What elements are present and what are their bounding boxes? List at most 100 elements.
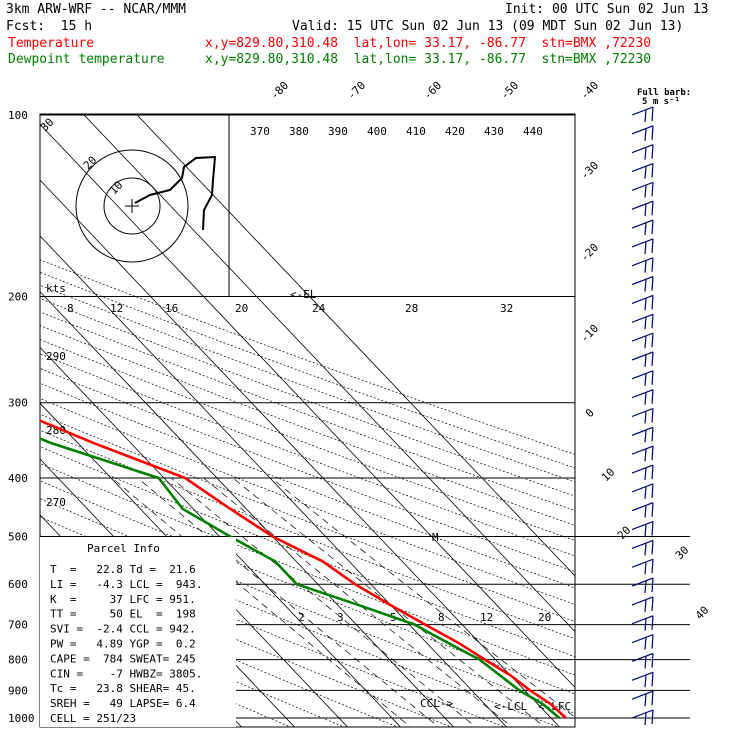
lcl-marker: <-LCL [494, 700, 527, 713]
isotherm-label: -20 [578, 241, 601, 264]
isotherm-label: -40 [578, 79, 601, 102]
parcel-row: CAPE = 784 SWEAT= 245 [50, 652, 196, 665]
pressure-label-200: 200 [8, 291, 28, 304]
mixing-ratio-line [232, 477, 546, 727]
pressure-label-700: 700 [8, 619, 28, 632]
wind-barb [631, 294, 654, 311]
wind-barb [631, 690, 654, 707]
barb-legend-line1: Full barb: [637, 88, 691, 98]
theta-label: 440 [523, 125, 543, 138]
mixing-ratio-label: 12 [480, 611, 493, 624]
wind-barb [631, 634, 654, 650]
isotherm-label: -80 [268, 79, 291, 102]
wind-barb [631, 671, 654, 688]
wind-barb [631, 144, 654, 160]
wind-barb [631, 332, 654, 349]
wind-barb [631, 200, 654, 217]
pressure-label-1000: 1000 [8, 712, 35, 725]
dry-adiabat [40, 353, 575, 557]
isotherm-label: -50 [498, 79, 521, 102]
theta-label: 410 [406, 125, 426, 138]
isotherm-line [82, 114, 575, 633]
wind-barb [631, 709, 654, 726]
wind-barb [631, 539, 654, 556]
forecast-hour: Fcst: 15 h [6, 19, 93, 34]
wind-barb [631, 577, 654, 594]
wind-barb [631, 615, 654, 631]
wind-barb [631, 162, 654, 179]
isotherm-label: 20 [615, 524, 634, 543]
mixing-ratio-line [170, 477, 477, 727]
mixing-ratio-upper-label: 16 [165, 302, 178, 315]
isotherm-label: -60 [421, 79, 444, 102]
wind-barb [631, 219, 654, 236]
temperature-legend: Temperature [8, 36, 95, 51]
isotherm-line [40, 291, 455, 727]
el-marker: <-EL [290, 288, 317, 301]
pressure-label-900: 900 [8, 684, 28, 697]
model-title: 3km ARW-WRF -- NCAR/MMM [6, 2, 187, 17]
mixing-ratio-label: 3 [337, 611, 344, 624]
dry-adiabat [40, 284, 575, 483]
theta-label: 420 [445, 125, 465, 138]
parcel-title: Parcel Info [87, 542, 160, 555]
isotherm-label: -10 [578, 322, 601, 345]
barb-legend-line2: 5 m s⁻¹ [642, 97, 680, 107]
wind-barb [631, 445, 654, 462]
isotherm-line [40, 235, 508, 727]
m-marker: M [432, 531, 439, 544]
dewpoint-info: x,y=829.80,310.48 lat,lon= 33.17, -86.77… [205, 52, 652, 67]
isotherm-line [135, 114, 575, 577]
isotherm-label: 30 [673, 544, 692, 563]
theta-label: 400 [367, 125, 387, 138]
isotherm-line [40, 179, 561, 727]
pressure-label-400: 400 [8, 472, 28, 485]
wind-barb [631, 652, 654, 669]
kts-label: kts [46, 282, 66, 295]
wind-barb [631, 596, 654, 612]
wind-barb [631, 257, 654, 273]
theta-label: 370 [250, 125, 270, 138]
parcel-row: SREH = 49 LAPSE= 6.4 [50, 697, 196, 710]
dry-adiabat [40, 339, 575, 541]
mixing-ratio-upper-label: 24 [312, 302, 326, 315]
hodograph-ring-label: 30 [38, 116, 57, 135]
mixing-ratio-label: 2 [298, 611, 305, 624]
mixing-ratio-upper-label: 32 [500, 302, 513, 315]
wind-barb [631, 558, 654, 575]
isotherm-label: 10 [599, 466, 618, 485]
mixing-ratio-upper-label: 20 [235, 302, 248, 315]
parcel-row: Tc = 23.8 SHEAR= 45. [50, 682, 196, 695]
parcel-row: CELL = 251/23 [50, 712, 136, 725]
valid-time: Valid: 15 UTC Sun 02 Jun 13 (09 MDT Sun … [292, 19, 684, 34]
wind-barb [631, 313, 654, 330]
left-scale-label: 270 [46, 496, 66, 509]
isotherm-line [40, 123, 575, 689]
isotherm-label: -70 [345, 79, 368, 102]
parcel-box-bg [40, 537, 236, 727]
init-time: Init: 00 UTC Sun 02 Jun 13 [505, 2, 709, 17]
parcel-row: SVI = -2.4 CCL = 942. [50, 623, 196, 636]
parcel-row: K = 37 LFC = 951. [50, 593, 196, 606]
parcel-row: CIN = -7 HWBZ= 3805. [50, 667, 202, 680]
wind-barb [631, 521, 654, 537]
isotherm-label: 0 [583, 406, 597, 420]
mixing-ratio-label: 20 [538, 611, 551, 624]
pressure-label-500: 500 [8, 530, 28, 543]
wind-barb [631, 370, 654, 386]
temperature-info: x,y=829.80,310.48 lat,lon= 33.17, -86.77… [205, 36, 652, 51]
pressure-label-800: 800 [8, 654, 28, 667]
parcel-row: PW = 4.89 YGP = 0.2 [50, 638, 196, 651]
left-scale-label: 280 [46, 424, 66, 437]
wind-barb [631, 125, 654, 141]
wind-barb [631, 407, 654, 424]
parcel-row: LI = -4.3 LCL = 943. [50, 578, 202, 591]
hodograph-trace [134, 155, 217, 231]
wind-barb [631, 351, 654, 368]
isotherm-line [0, 102, 33, 731]
wind-barb [631, 426, 654, 443]
hodograph-ring-label: 10 [107, 179, 126, 198]
isotherm-label: -30 [578, 159, 601, 182]
